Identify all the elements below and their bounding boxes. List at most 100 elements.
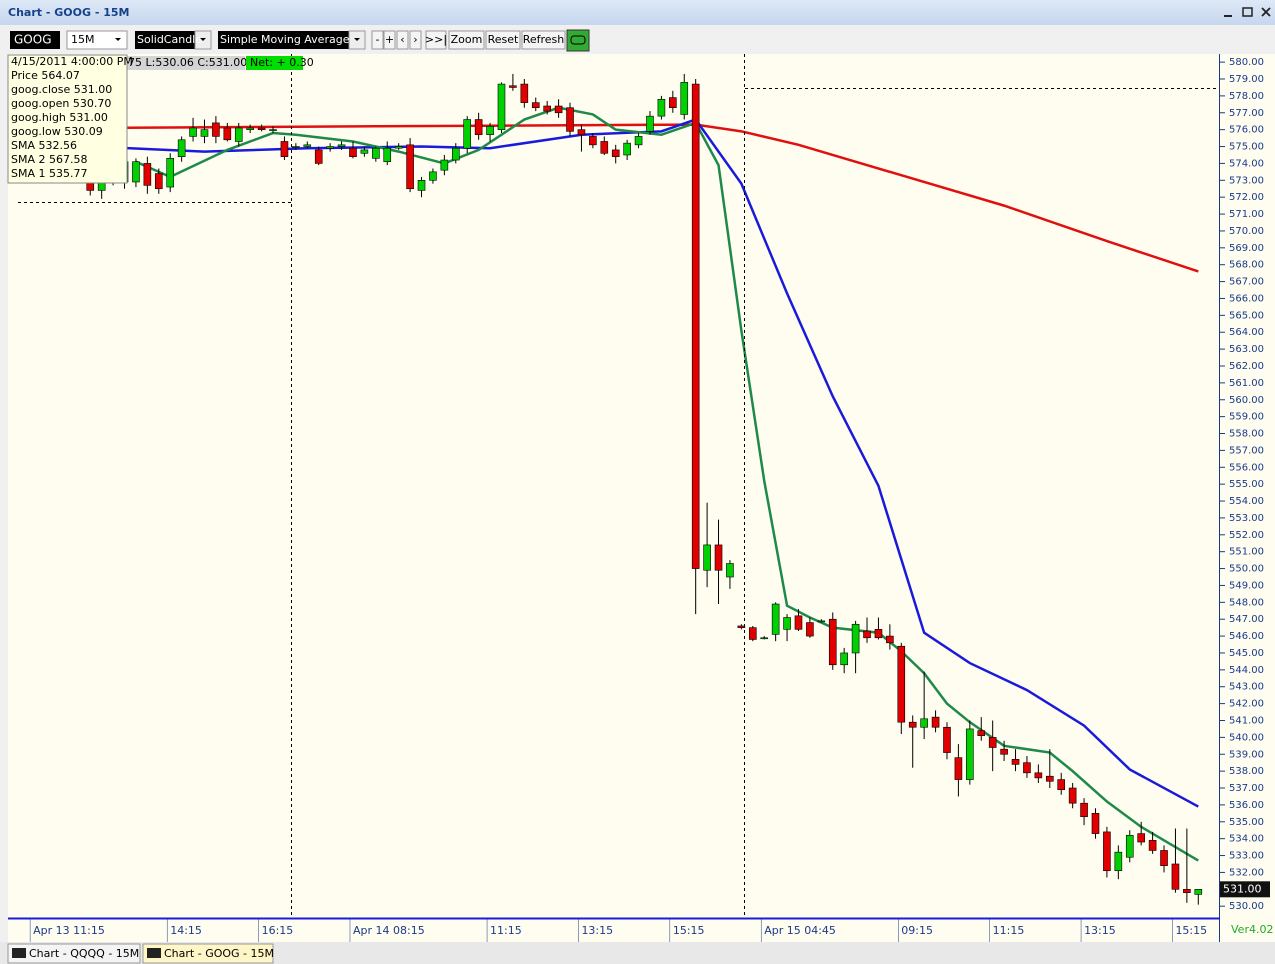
button-label: › <box>413 33 417 46</box>
candle-body <box>1045 775 1054 782</box>
y-tick-label: 571.00 <box>1229 209 1264 220</box>
candle-body <box>943 726 951 753</box>
candle-body <box>234 127 243 142</box>
candle-body <box>497 83 506 130</box>
title-bar <box>0 0 1275 25</box>
toolbar-button[interactable] <box>409 30 422 50</box>
candle-body <box>920 718 928 728</box>
toolbar-button[interactable] <box>521 30 566 50</box>
tab-icon <box>147 948 161 958</box>
tab[interactable] <box>7 943 141 964</box>
y-tick-label: 537.00 <box>1229 783 1264 794</box>
candle-body <box>634 136 643 146</box>
info-row: Price 564.07 <box>11 69 80 82</box>
candle-body <box>212 122 220 137</box>
y-tick-label: 554.00 <box>1229 496 1264 507</box>
candle-body <box>531 102 540 109</box>
candle-body <box>646 115 654 132</box>
y-tick-label: 565.00 <box>1229 310 1264 321</box>
candle-body <box>1137 833 1145 843</box>
toolbar-button[interactable] <box>371 30 384 50</box>
candle-body <box>714 544 723 571</box>
candle-body <box>1057 779 1066 791</box>
y-tick-label: 568.00 <box>1229 260 1264 271</box>
y-tick-label: 550.00 <box>1229 564 1264 575</box>
net-change: Net: + 0.30 <box>250 56 314 69</box>
link-icon-button[interactable] <box>566 29 590 52</box>
y-tick-label: 545.00 <box>1229 648 1264 659</box>
toolbar-button[interactable] <box>425 30 447 50</box>
candle-body <box>589 136 597 146</box>
y-tick-label: 567.00 <box>1229 277 1264 288</box>
toolbar-button[interactable] <box>383 30 396 50</box>
link-icon <box>570 35 586 45</box>
net-box <box>246 56 303 70</box>
candle-body <box>886 635 894 644</box>
toolbar-button[interactable] <box>448 30 485 50</box>
candle-body <box>737 625 746 628</box>
toolbar <box>0 25 1275 54</box>
sma-line <box>135 106 1199 862</box>
candle-body <box>314 149 323 164</box>
candle-body <box>908 721 917 728</box>
x-tick-label: 15:15 <box>673 924 705 937</box>
candle-body <box>486 125 494 136</box>
candle-body <box>154 173 163 190</box>
candle-body <box>611 149 620 157</box>
y-tick-label: 546.00 <box>1229 631 1264 642</box>
info-row: 4/15/2011 4:00:00 PM <box>11 55 133 68</box>
candle-body <box>988 737 997 748</box>
symbol: GOOG <box>14 33 52 47</box>
y-tick-label: 551.00 <box>1229 547 1264 558</box>
style-dropdown[interactable] <box>135 31 195 49</box>
interval-dropdown[interactable] <box>66 30 128 50</box>
version: Ver4.02 <box>1231 923 1273 936</box>
y-tick-label: 553.00 <box>1229 513 1264 524</box>
candle-body <box>863 630 871 639</box>
toolbar-button[interactable] <box>485 30 521 50</box>
candle-body <box>623 142 631 156</box>
button-label: - <box>376 33 380 46</box>
candle-body <box>760 637 769 640</box>
candle-body <box>874 629 883 639</box>
info-row: goog.close 531.00 <box>11 83 112 96</box>
dropdown-arrow <box>115 38 121 41</box>
candle-body <box>189 127 197 137</box>
candle-body <box>783 617 791 630</box>
info-row: SMA 2 567.58 <box>11 153 87 166</box>
candle-body <box>748 627 757 640</box>
candle-body <box>132 161 140 183</box>
candle-body <box>577 129 586 136</box>
y-tick-label: 548.00 <box>1229 597 1264 608</box>
candle-body <box>931 716 940 728</box>
button-label: + <box>385 33 394 46</box>
y-tick-label: 536.00 <box>1229 800 1264 811</box>
dropdown-arrow <box>200 38 206 41</box>
button-label: Zoom <box>451 33 483 46</box>
y-tick-label: 560.00 <box>1229 395 1264 406</box>
candle-body <box>1080 802 1088 818</box>
candle-body <box>337 144 346 147</box>
last-price-label: 531.00 <box>1223 882 1262 895</box>
candle-body <box>257 127 266 130</box>
y-tick-label: 542.00 <box>1229 699 1264 710</box>
y-tick-label: 564.00 <box>1229 327 1264 338</box>
chart-style: SolidCandle <box>137 33 202 46</box>
toolbar-button[interactable] <box>396 30 409 50</box>
candle-body <box>806 622 814 637</box>
candle-body <box>897 645 906 723</box>
window-controls[interactable] <box>1224 7 1271 17</box>
symbol-box[interactable] <box>10 31 60 49</box>
candle-body <box>406 144 414 190</box>
tab[interactable] <box>142 943 274 964</box>
x-tick-label: Apr 13 11:15 <box>33 924 105 937</box>
candle-body <box>200 129 209 137</box>
x-tick-label: 16:15 <box>262 924 294 937</box>
x-tick-label: 15:15 <box>1175 924 1207 937</box>
candle-body <box>1103 831 1111 872</box>
x-axis-area <box>8 918 1220 942</box>
indicator-dropdown[interactable] <box>218 31 349 49</box>
candle-body <box>726 563 734 578</box>
candle-body <box>817 620 826 623</box>
y-tick-label: 535.00 <box>1229 817 1264 828</box>
